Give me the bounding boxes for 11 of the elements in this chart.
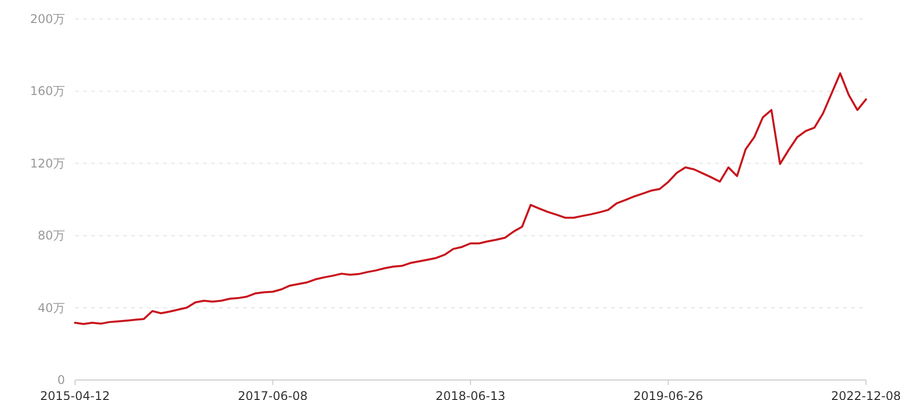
x-tick-label: 2017-06-08 xyxy=(238,389,308,400)
y-tick-label: 0 xyxy=(57,373,65,387)
x-tick-label: 2018-06-13 xyxy=(436,389,506,400)
y-tick-label: 80万 xyxy=(38,228,65,243)
y-tick-label: 200万 xyxy=(30,12,65,26)
y-tick-label: 120万 xyxy=(30,156,65,170)
y-tick-label: 40万 xyxy=(38,300,65,315)
y-tick-label: 160万 xyxy=(30,84,65,98)
x-tick-label: 2019-06-26 xyxy=(633,389,704,400)
x-tick-label: 2022-12-08 xyxy=(831,389,900,400)
x-tick-label: 2015-04-12 xyxy=(40,389,110,400)
